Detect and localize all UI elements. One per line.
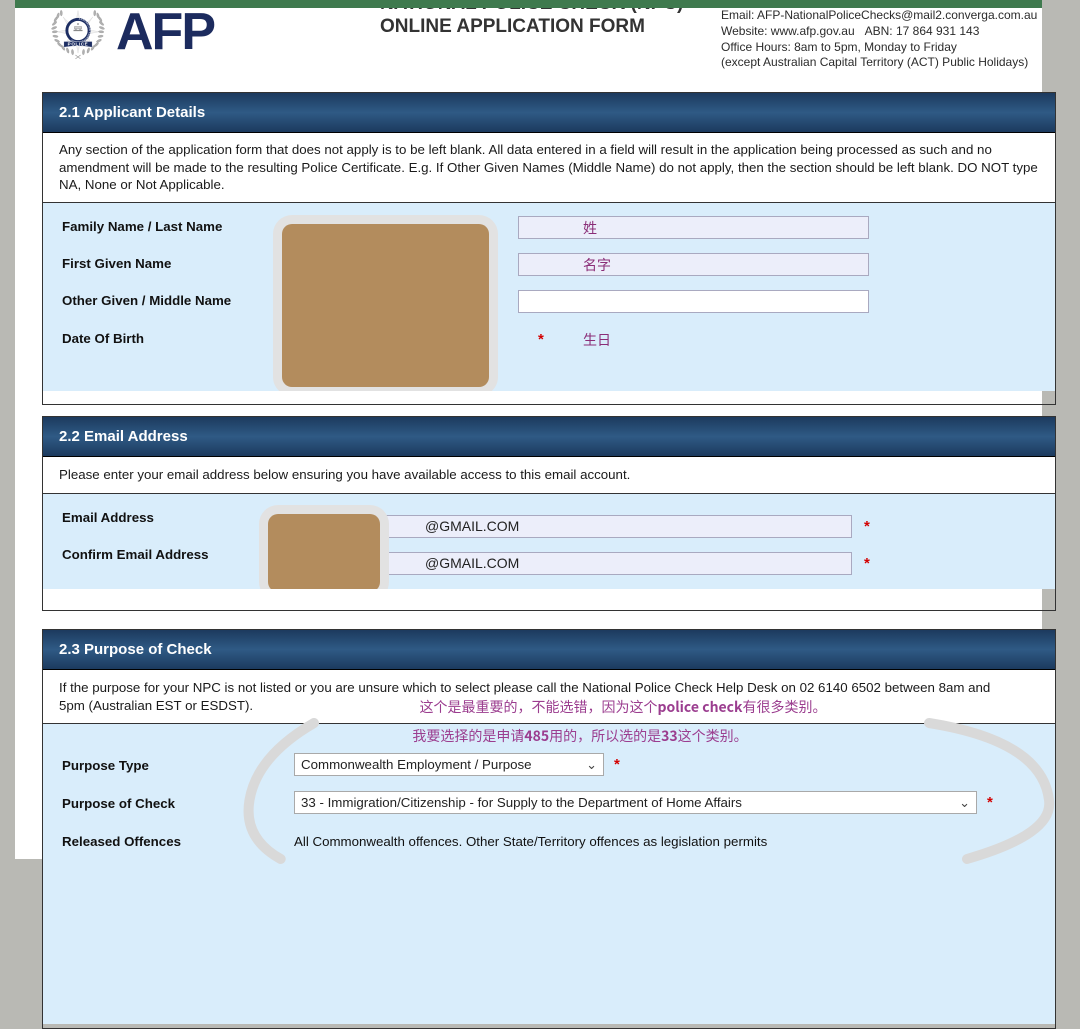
svg-text:POLICE: POLICE [68,42,89,47]
